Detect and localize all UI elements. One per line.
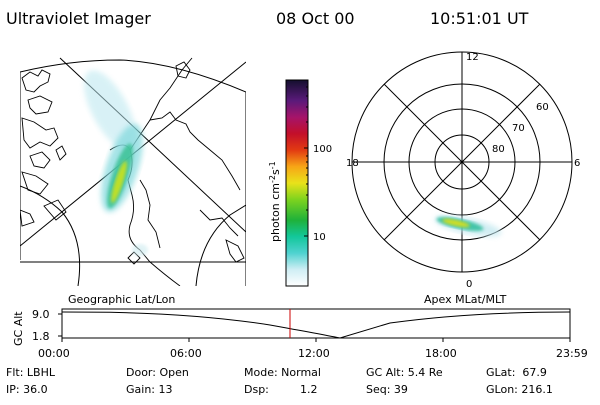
altitude-curve bbox=[61, 311, 571, 339]
glat-info: GLat: 67.9 bbox=[486, 366, 547, 379]
mlt-12-label: 12 bbox=[466, 52, 479, 63]
colorbar-unit-label: photon cm-2s-1 bbox=[268, 161, 282, 242]
geographic-caption: Geographic Lat/Lon bbox=[68, 293, 175, 306]
filter-info: Flt: LBHL bbox=[6, 366, 56, 379]
time-tick-1200: 12:00 bbox=[298, 347, 330, 360]
dsp-value: 1.2 bbox=[300, 383, 318, 396]
colorbar-tick-10: 10 bbox=[313, 232, 326, 243]
time-tick-0000: 00:00 bbox=[38, 347, 70, 360]
mode-info: Mode: Normal bbox=[244, 366, 321, 379]
colorbar bbox=[285, 79, 309, 287]
app-title: Ultraviolet Imager bbox=[6, 9, 151, 28]
mlat-70-label: 70 bbox=[512, 123, 525, 134]
aurora-emission-polar bbox=[434, 215, 502, 237]
door-info: Door: Open bbox=[126, 366, 189, 379]
mlt-0-label: 0 bbox=[466, 279, 472, 290]
apex-caption: Apex MLat/MLT bbox=[424, 293, 507, 306]
mlat-80-label: 80 bbox=[492, 144, 505, 155]
altitude-ymin: 1.8 bbox=[32, 330, 50, 343]
mlt-18-label: 18 bbox=[346, 158, 359, 169]
altitude-ymax: 9.0 bbox=[32, 308, 50, 321]
gain-info: Gain: 13 bbox=[126, 383, 173, 396]
time-tick-1800: 18:00 bbox=[425, 347, 457, 360]
dsp-label: Dsp: bbox=[244, 383, 269, 396]
colorbar-ticks bbox=[304, 86, 308, 237]
gc-alt-info: GC Alt: 5.4 Re bbox=[366, 366, 443, 379]
time-tick-2359: 23:59 bbox=[556, 347, 588, 360]
seq-info: Seq: 39 bbox=[366, 383, 408, 396]
time-tick-0600: 06:00 bbox=[170, 347, 202, 360]
polar-plot bbox=[351, 51, 573, 273]
time-label: 10:51:01 UT bbox=[430, 9, 529, 28]
geographic-map bbox=[20, 57, 246, 286]
glon-info: GLon: 216.1 bbox=[486, 383, 553, 396]
altitude-axis-label: GC Alt bbox=[12, 311, 25, 346]
mlat-60-label: 60 bbox=[536, 102, 549, 113]
colorbar-tick-100: 100 bbox=[313, 144, 332, 155]
mlt-6-label: 6 bbox=[574, 158, 580, 169]
altitude-plot bbox=[58, 308, 571, 342]
date-label: 08 Oct 00 bbox=[276, 9, 355, 28]
aurora-emission-map bbox=[83, 70, 148, 256]
ip-info: IP: 36.0 bbox=[6, 383, 48, 396]
